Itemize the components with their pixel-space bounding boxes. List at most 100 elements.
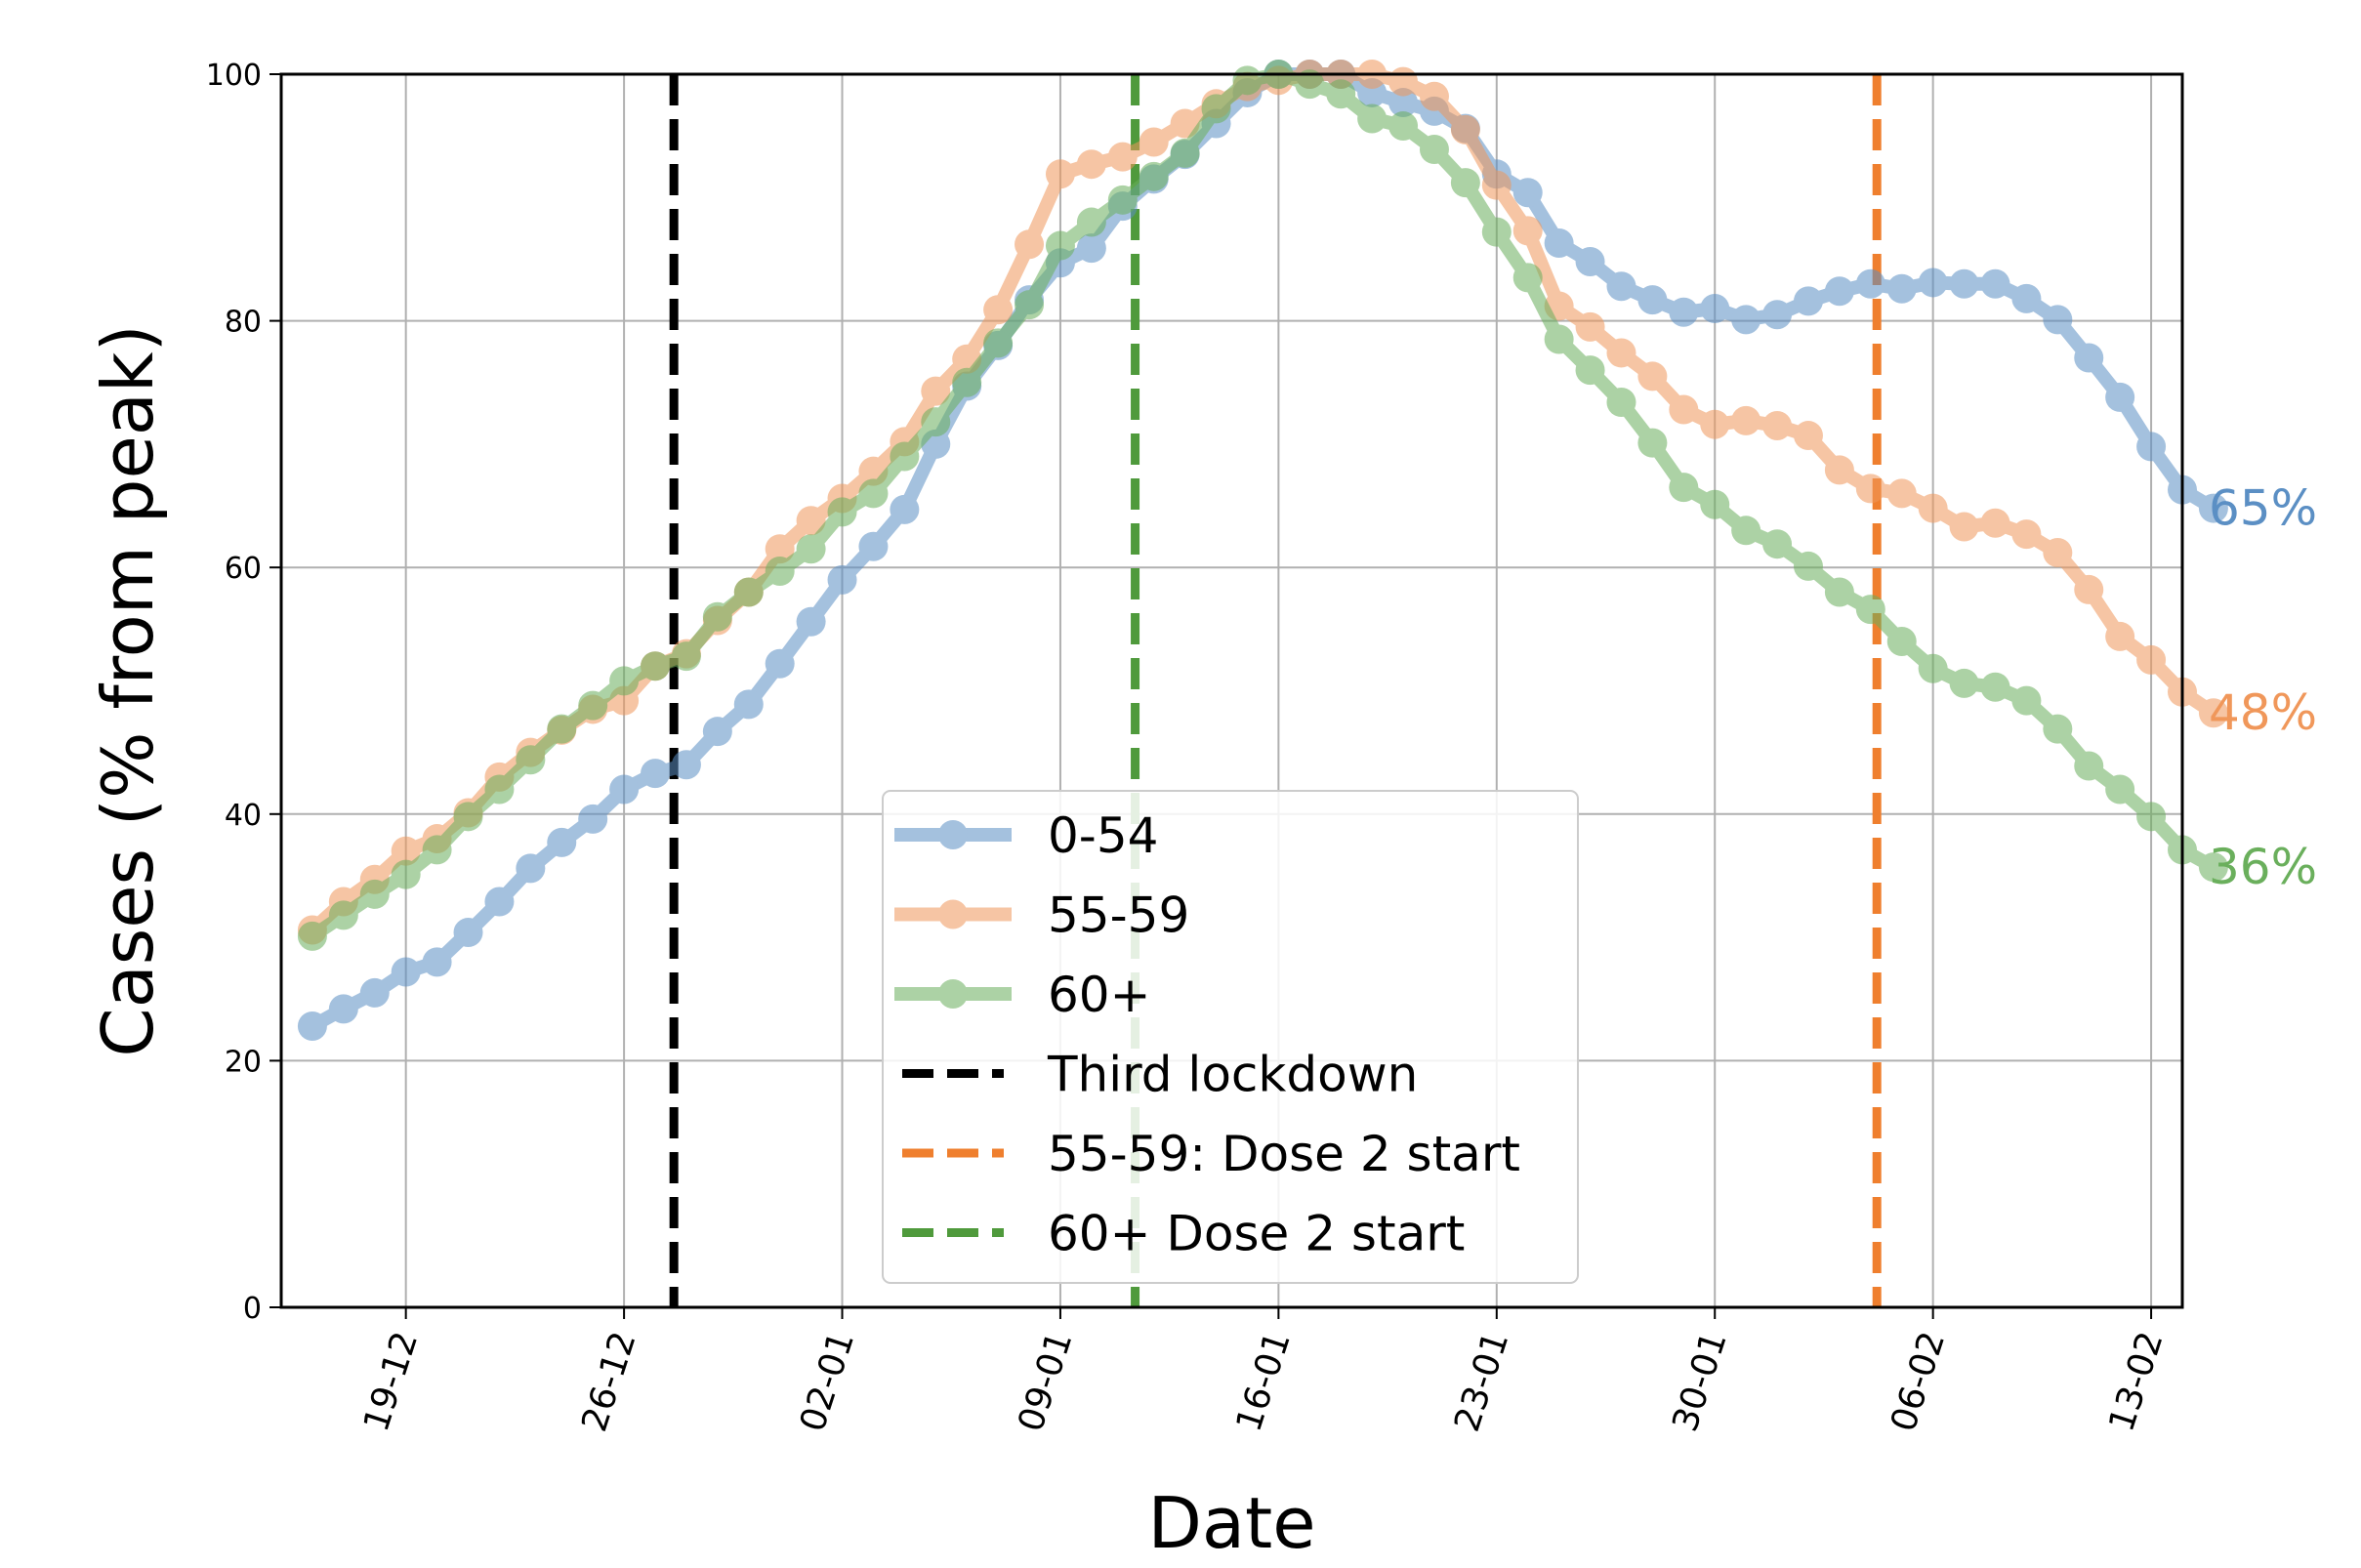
data-point [1637,285,1668,315]
data-point [796,506,826,536]
series-layer [297,60,2228,1042]
data-point [1980,508,2010,538]
data-point [328,900,358,930]
data-point [484,774,515,805]
data-point [733,689,764,720]
end-label: 48% [2209,684,2317,741]
data-point [1824,455,1854,485]
data-point [2074,751,2104,781]
data-point [641,759,671,789]
data-point [858,478,889,509]
data-point [1824,276,1854,307]
data-point [1295,69,1325,100]
y-tick-label: 20 [225,1045,262,1079]
legend-label: Third lockdown [1047,1047,1418,1103]
data-point [2105,382,2135,412]
data-point [765,534,795,564]
data-point [453,802,483,832]
data-point [578,804,608,834]
legend-label: 60+ Dose 2 start [1048,1206,1465,1262]
data-point [1855,474,1885,504]
data-point [2136,432,2167,462]
data-point [1170,138,1200,168]
y-tick-label: 40 [225,799,262,833]
legend-item: 60+ Dose 2 start [902,1206,1465,1262]
data-point [1700,489,1730,519]
data-point [1544,228,1574,259]
data-point [765,648,795,679]
data-point [1980,268,2010,299]
data-point [1450,168,1480,198]
data-point [1481,170,1512,200]
data-point [702,601,732,632]
data-point [1232,65,1263,96]
data-point [1107,142,1138,172]
data-point [1918,268,1948,298]
data-point [1015,290,1045,320]
legend-item: 55-59: Dose 2 start [902,1126,1520,1182]
data-point [1076,149,1106,180]
data-point [1419,81,1449,111]
data-point [671,641,701,672]
data-point [2136,644,2167,675]
data-point [609,666,640,696]
data-point [890,441,920,472]
data-point [1918,653,1948,683]
data-point [1575,355,1605,386]
data-point [1762,410,1793,440]
data-point [2136,802,2167,832]
legend-swatch [894,979,1012,1009]
data-point [2011,685,2042,716]
data-point [1419,135,1449,165]
data-point [1512,216,1543,246]
data-point [1076,233,1106,264]
data-point [1388,111,1419,142]
data-point [1450,114,1480,144]
data-point [1015,229,1045,260]
data-point [1855,595,1885,625]
legend-item: 55-59 [894,887,1189,944]
data-point [1512,263,1543,293]
data-point [1886,273,1917,304]
data-point [2105,774,2135,805]
data-point [1731,516,1761,546]
data-point [796,534,826,564]
data-point [1637,361,1668,392]
legend-label: 60+ [1048,967,1151,1023]
data-point [547,827,577,857]
data-point [1139,127,1169,157]
legend-item: Third lockdown [902,1047,1418,1103]
end-labels: 65% 48% 36% [2209,480,2317,896]
data-point [890,494,920,524]
data-point [1700,409,1730,439]
legend-marker [938,899,968,929]
data-point [297,1011,327,1042]
data-point [983,328,1014,358]
data-point [1388,66,1419,97]
legend-swatch [894,820,1012,849]
data-point [1762,300,1793,330]
y-tick-label: 80 [225,306,262,340]
data-point [453,918,483,948]
legend-box [882,790,1579,1284]
data-point [1980,672,2010,702]
data-point [1824,577,1854,607]
legend-item: 0-54 [894,807,1158,864]
data-point [1201,94,1231,124]
data-point [952,367,982,397]
data-point [1949,512,1979,542]
legend-marker [938,979,968,1009]
y-tick-label: 60 [225,552,262,586]
data-point [484,887,515,917]
data-point [1886,478,1917,509]
data-point [328,994,358,1024]
data-point [422,947,452,977]
data-point [1762,529,1793,559]
data-point [391,859,421,889]
data-point [1575,311,1605,342]
data-point [796,606,826,637]
data-point [1575,246,1605,276]
data-point [2074,343,2104,373]
data-point [1731,305,1761,335]
data-point [1076,207,1106,237]
